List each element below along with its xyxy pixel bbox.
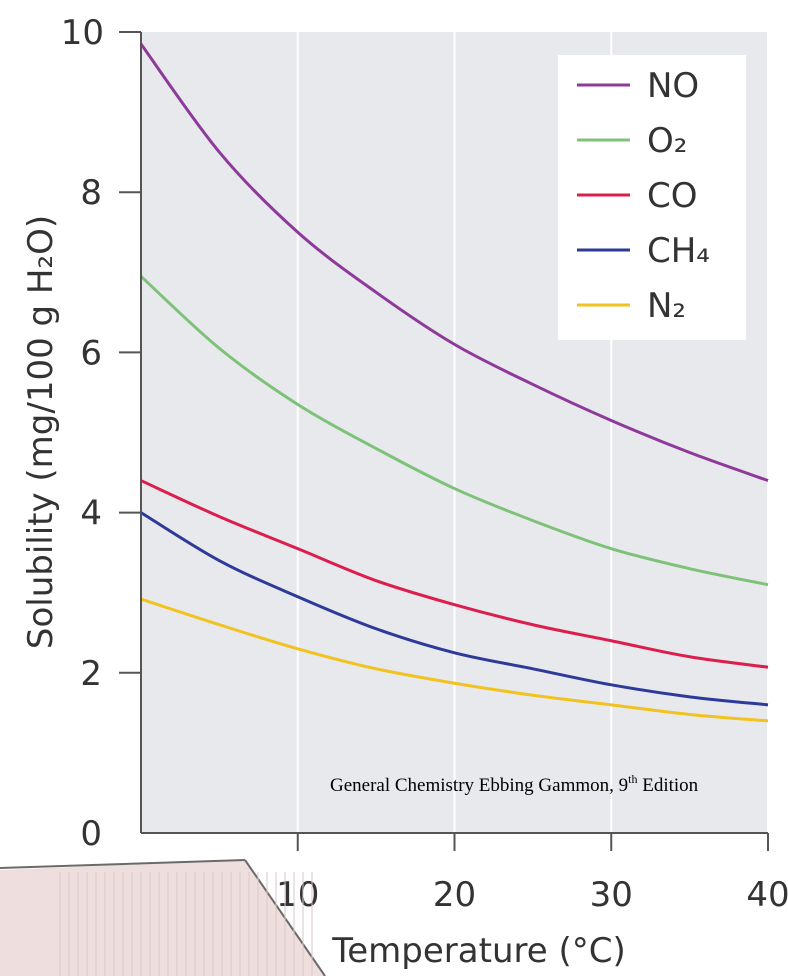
y-tick-label-8: 8 (80, 173, 102, 213)
x-tick-label-30: 30 (590, 875, 633, 915)
legend: NO O₂ CO CH₄ N₂ (577, 66, 710, 326)
tick-labels: 0 2 4 6 8 10 10 20 30 40 (61, 13, 788, 915)
legend-label-2: CO (647, 176, 698, 216)
credit-text: General Chemistry Ebbing Gammon, 9th Edi… (330, 772, 699, 796)
y-tick-label-4: 4 (80, 494, 102, 534)
x-tick-label-20: 20 (433, 875, 476, 915)
y-tick-label-2: 2 (80, 654, 102, 694)
legend-label-4: N₂ (647, 286, 686, 326)
credit-main: General Chemistry Ebbing Gammon, 9 (330, 775, 628, 796)
credit-tail: Edition (637, 775, 698, 796)
series-line-0 (139, 43, 769, 482)
legend-label-0: NO (647, 66, 699, 106)
y-axis-title: Solubility (mg/100 g H₂O) (21, 215, 61, 649)
legend-label-1: O₂ (647, 121, 687, 161)
series-line-4 (140, 597, 769, 723)
paper-corner-decoration (0, 859, 326, 976)
x-axis-title: Temperature (°C) (331, 931, 625, 971)
series-line-3 (140, 511, 769, 707)
series-line-2 (140, 479, 769, 669)
x-tick-label-40: 40 (746, 875, 788, 915)
series-line-1 (139, 275, 769, 587)
y-tick-label-10: 10 (61, 13, 104, 53)
series-lines (139, 43, 769, 723)
credit-sup: th (628, 772, 637, 786)
axis-ticks (119, 31, 769, 851)
y-tick-label-0: 0 (80, 814, 102, 854)
legend-box (558, 55, 746, 340)
y-tick-label-6: 6 (80, 333, 102, 373)
x-tick-label-10: 10 (276, 875, 319, 915)
legend-label-3: CH₄ (647, 231, 710, 271)
